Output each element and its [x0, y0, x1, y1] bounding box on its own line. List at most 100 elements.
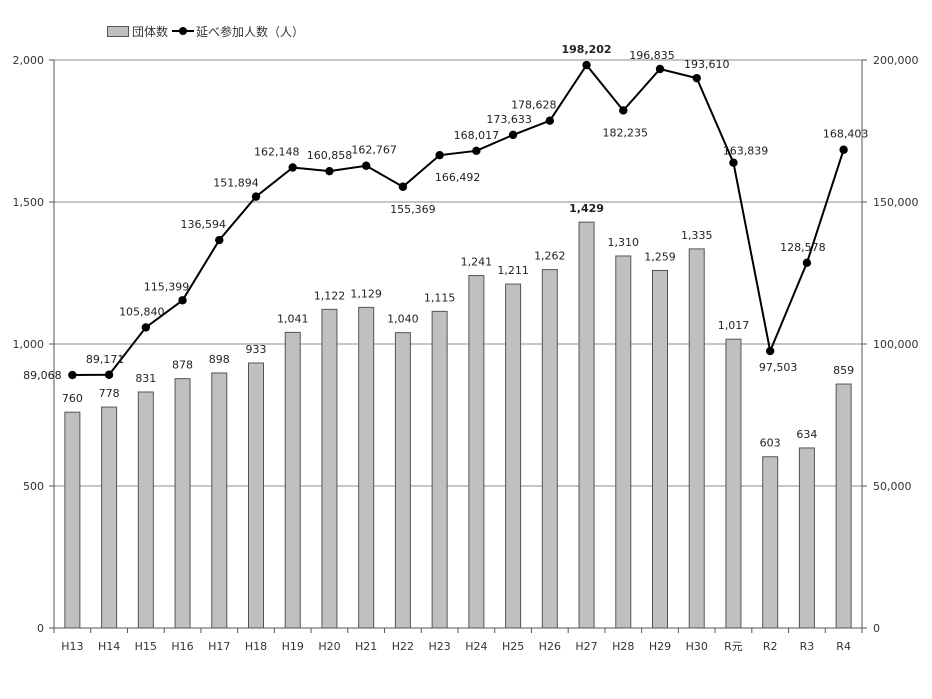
line-point [508, 130, 518, 140]
bar [284, 331, 301, 629]
line-point [215, 235, 224, 245]
bar-value-label: 878 [172, 359, 193, 372]
x-tick-label: H21 [355, 640, 377, 653]
series-line [72, 63, 845, 377]
bar [762, 456, 779, 629]
line-point [141, 323, 151, 332]
line-value-label: 89,171 [86, 353, 125, 366]
line-value-label: 166,492 [435, 171, 481, 184]
bar-value-label: 1,429 [569, 202, 604, 215]
line-value-label: 115,399 [144, 280, 190, 293]
x-tick-label: H23 [428, 640, 450, 653]
bar-value-label: 1,262 [534, 250, 566, 263]
line-value-label: 178,628 [511, 99, 557, 112]
line-value-label: 151,894 [213, 177, 259, 190]
bar-value-label: 1,310 [608, 236, 640, 249]
bar [688, 248, 705, 629]
line-point [104, 370, 114, 379]
bar-value-label: 933 [246, 343, 267, 356]
bar-value-label: 1,017 [718, 319, 750, 332]
line-value-label: 173,633 [486, 113, 532, 126]
y-right-tick-label: 50,000 [873, 480, 912, 493]
bar-value-label: 1,241 [461, 256, 493, 269]
line-value-label: 182,235 [603, 126, 649, 139]
x-tick-label: H15 [135, 640, 157, 653]
bar [798, 447, 815, 629]
line-value-label: 155,369 [390, 203, 436, 216]
line-point [765, 346, 775, 356]
data-labels: 760 778 831 878 898 933 1,041 1,122 1,129 1,040 1,… [23, 43, 868, 450]
x-tick-label: H25 [502, 640, 524, 653]
x-tick-label: H14 [98, 640, 120, 653]
bar-value-label: 1,129 [350, 287, 382, 300]
x-tick-label: H27 [575, 640, 597, 653]
y-left-tick-label: 500 [23, 480, 44, 493]
y-left-tick-label: 1,500 [13, 196, 45, 209]
bar [835, 383, 852, 629]
line-value-label: 89,068 [23, 369, 62, 382]
line-point [729, 158, 738, 167]
bar [101, 406, 118, 629]
x-tick-label: H13 [61, 640, 83, 653]
y-left-tick-label: 2,000 [13, 54, 45, 67]
x-tick-label: R3 [800, 640, 815, 653]
line-point [655, 64, 665, 74]
line-value-label: 105,840 [119, 305, 165, 318]
legend-line-label: 延べ参加人数（人） [196, 24, 305, 39]
line-point [582, 60, 591, 70]
legend-line-swatch [172, 26, 195, 36]
line-point [288, 163, 297, 172]
line-point [545, 116, 555, 125]
line-point [68, 370, 77, 380]
x-tick-label: H18 [245, 640, 267, 653]
bar-series [64, 221, 852, 629]
bar [137, 391, 154, 629]
bar [578, 221, 595, 629]
line-value-label: 97,503 [759, 361, 798, 374]
bar [321, 308, 338, 629]
line-point [398, 182, 408, 191]
y-right-tick-label: 150,000 [873, 196, 919, 209]
line-value-label: 196,835 [629, 49, 675, 62]
line-value-label: 162,148 [254, 145, 300, 158]
bar [725, 338, 742, 629]
x-tick-label: R4 [836, 640, 851, 653]
line-point [178, 296, 187, 305]
bar [211, 372, 228, 629]
line-value-label: 128,578 [780, 241, 826, 254]
line-value-label: 136,594 [181, 218, 227, 231]
bar-value-label: 1,040 [387, 313, 419, 326]
line-value-label: 193,610 [684, 58, 730, 71]
y-right-tick-label: 0 [873, 622, 880, 635]
bar-value-label: 634 [796, 428, 817, 441]
line-point [802, 258, 812, 268]
line-point [692, 73, 701, 83]
bar-value-label: 1,115 [424, 291, 456, 304]
x-tick-label: H20 [318, 640, 340, 653]
bar [174, 378, 191, 629]
line-value-label: 162,767 [351, 144, 397, 157]
bar-value-label: 1,041 [277, 312, 309, 325]
line-point [472, 146, 481, 156]
bar-value-label: 1,335 [681, 229, 713, 242]
line-point [251, 192, 261, 201]
y-left-tick-label: 0 [37, 622, 44, 635]
bar [394, 332, 411, 629]
bar [64, 411, 81, 629]
y-right-tick-label: 200,000 [873, 54, 919, 67]
x-tick-label: H16 [171, 640, 193, 653]
x-tick-label: H26 [539, 640, 561, 653]
legend-bar-swatch [107, 25, 129, 37]
line-point [435, 150, 444, 160]
legend-bar-label: 団体数 [132, 24, 169, 39]
y-right-tick-label: 100,000 [873, 338, 919, 351]
x-tick-label: H30 [686, 640, 708, 653]
bar [358, 306, 375, 629]
line-value-label: 198,202 [561, 43, 611, 56]
x-tick-label: H24 [465, 640, 487, 653]
bar-value-label: 859 [833, 364, 854, 377]
bar [468, 275, 485, 629]
line-value-label: 168,403 [823, 128, 869, 141]
line-value-label: 160,858 [307, 149, 353, 162]
bar [431, 310, 448, 629]
